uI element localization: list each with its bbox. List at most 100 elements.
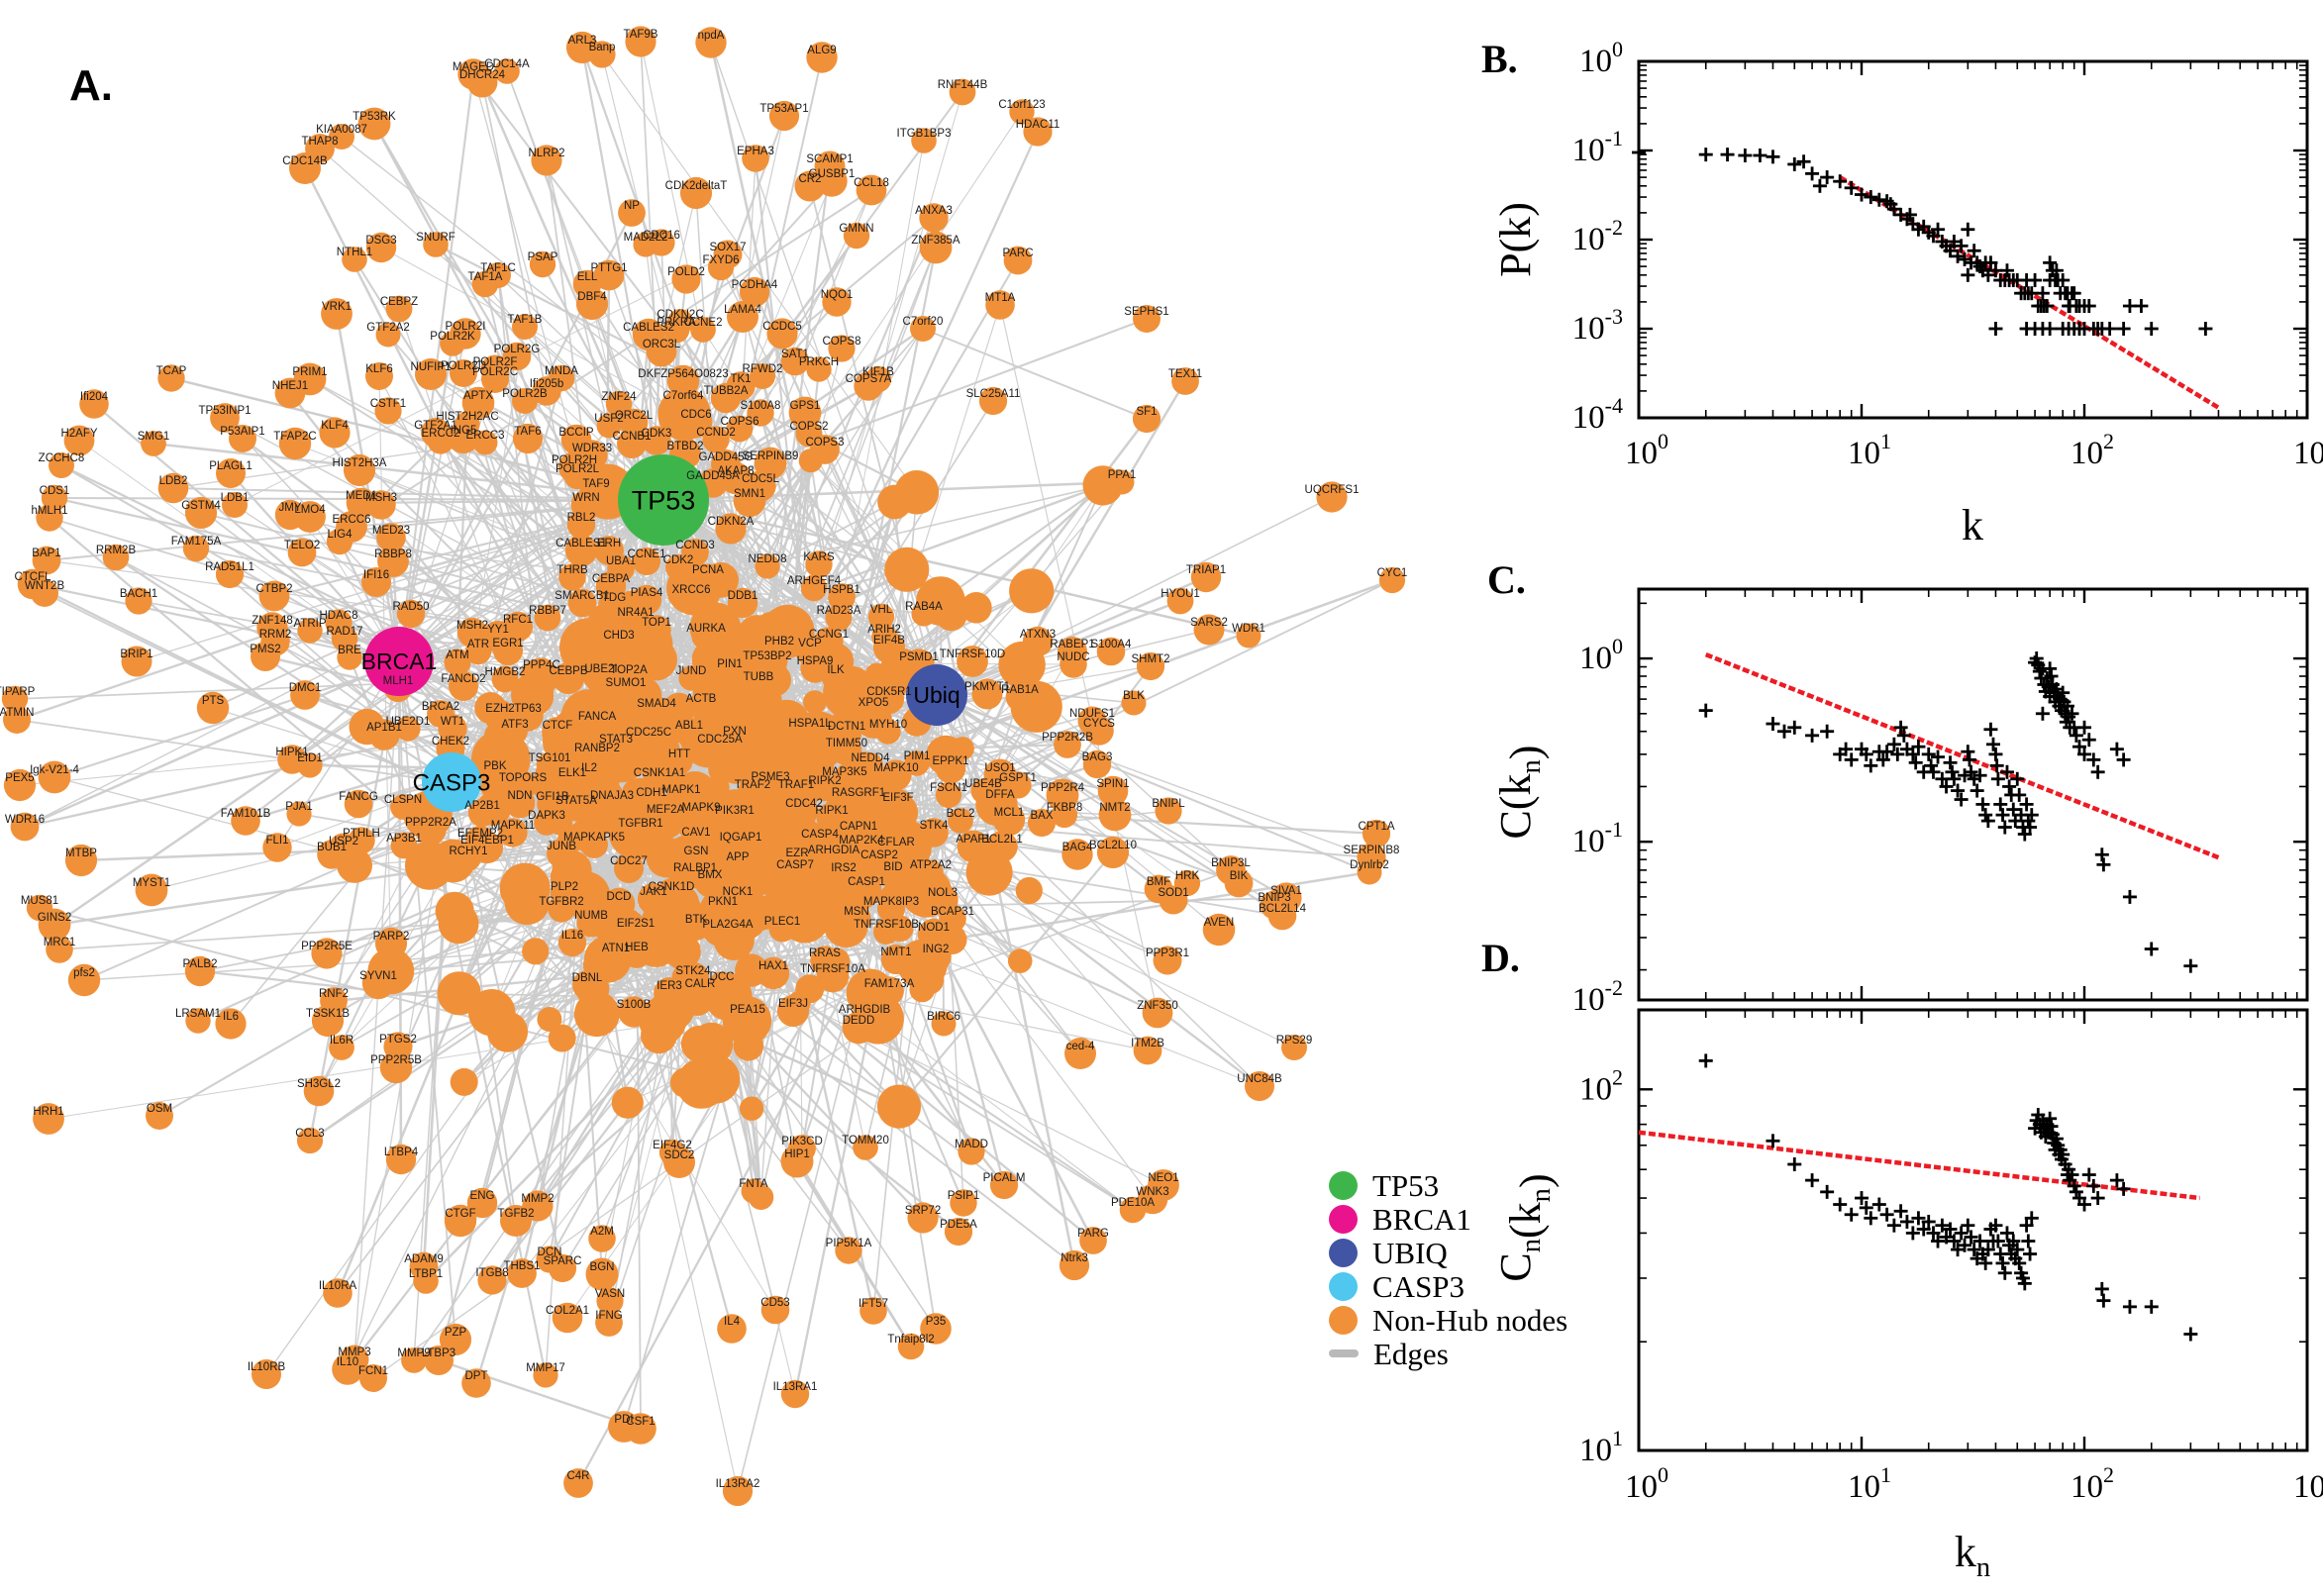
node-label: DAPK3 [528, 810, 565, 822]
node-label: TP53RK [353, 111, 396, 123]
node-label: ARHGDIA [808, 845, 860, 856]
network-node-WNK3 [1137, 1183, 1168, 1215]
node-label: FKBP8 [1047, 802, 1082, 814]
network-node-RBL2 [566, 510, 596, 540]
network-node-GINS2 [38, 908, 71, 942]
node-label: WDR1 [1232, 623, 1265, 635]
network-node-RBBP7 [534, 604, 561, 632]
node-label: SDC2 [664, 1149, 695, 1161]
node-label: PIK3R1 [715, 805, 755, 817]
network-node-LMO4 [294, 501, 326, 533]
legend-item-tp53: TP53 [1329, 1168, 1567, 1202]
node-label: THAP8 [301, 136, 338, 148]
network-node-CDC14B [289, 152, 321, 184]
hub-node-ubiq [906, 664, 967, 726]
network-node-KLF4 [319, 417, 351, 449]
node-label: RPS29 [1276, 1035, 1312, 1047]
node-label: BIRC6 [927, 1011, 960, 1023]
node-label: MYST1 [133, 877, 170, 889]
node-label: PKMYT1 [964, 681, 1010, 693]
node-label: Ifi204 [80, 391, 109, 403]
node-label: MED1 [346, 490, 377, 502]
network-node-APTX [461, 386, 495, 420]
node-label: NP [624, 200, 640, 212]
network-node-BTK [682, 913, 710, 941]
network-node-TUBB [744, 669, 773, 699]
network-node-ARHGEF4 [800, 574, 828, 602]
node-label: RASGRF1 [832, 787, 885, 799]
network-node-TIMM50 [831, 735, 862, 766]
node-label: COPS7A [846, 373, 892, 385]
node-label: BAG3 [1082, 751, 1113, 763]
node-label: HAX1 [758, 960, 788, 972]
node-label: CCL3 [295, 1128, 324, 1140]
network-edge [234, 253, 729, 506]
network-edge [398, 524, 582, 662]
network-node-COPS8 [828, 335, 856, 362]
node-label: NR4A1 [617, 607, 654, 619]
node-label: PSAP [528, 251, 558, 263]
network-node-CTBP2 [258, 580, 290, 612]
node-label: ZNF148 [252, 615, 293, 627]
node-label: TAF9B [624, 29, 658, 41]
plot-panel-d: 102101100101102103Cn(kn)kn [1491, 1008, 2323, 1583]
node-label: ILK [827, 664, 845, 676]
node-label: CASP4 [801, 829, 839, 841]
node-label: ERH [597, 538, 621, 549]
node-label: SEPHS1 [1124, 306, 1168, 318]
network-node-RCHY1 [455, 846, 481, 871]
network-node-PZP [439, 1323, 472, 1356]
node-label: C1orf123 [998, 99, 1045, 111]
network-node-C7orf20 [910, 316, 936, 342]
network-node-TFAP2C [278, 427, 312, 460]
network-node-PICALM [989, 1170, 1019, 1200]
network-node-PTS [196, 691, 230, 725]
network-node-TP53RK [357, 107, 391, 141]
node-label: CDC27 [610, 855, 648, 867]
network-node-SHMT2 [1136, 651, 1165, 681]
network-node-TAF6 [512, 423, 544, 454]
node-label: ING2 [923, 944, 950, 955]
network-node-BID [878, 859, 908, 889]
network-node-PRKRA [662, 316, 690, 344]
node-label: ATF3 [501, 719, 528, 731]
node-label: TGFBR2 [539, 896, 583, 908]
node-label: HRK [1175, 870, 1200, 882]
node-label: MAPKAPK5 [563, 832, 625, 844]
node-label: NMT2 [1099, 802, 1130, 814]
node-label: BID [883, 861, 902, 873]
node-label: Ntrk3 [1060, 1252, 1087, 1264]
node-label: PCDHA4 [732, 279, 778, 291]
node-label: MAPK11 [491, 820, 536, 832]
hub-node-casp3 [422, 752, 481, 812]
network-node-CTGF [444, 1204, 477, 1238]
node-label: EGR1 [492, 638, 523, 649]
network-node-POLR2C [481, 365, 509, 393]
network-node-SPIN1 [1097, 775, 1129, 807]
node-label: PPP2R5E [301, 941, 353, 952]
network-node-TNFRSF10D [957, 646, 988, 677]
network-node-NEDD4 [858, 752, 883, 778]
node-label: EZH2 [485, 703, 514, 715]
node-label: AP3B1 [386, 833, 422, 845]
axis-label: k [1962, 501, 1983, 549]
node-label: KARS [803, 551, 835, 563]
network-node-CHD3 [602, 626, 636, 659]
network-node-IL13RA2 [722, 1475, 754, 1507]
network-node-POLD2 [671, 264, 701, 294]
network-node-TGFBR2 [548, 895, 575, 923]
network-node-LTBP3 [424, 1346, 454, 1375]
network-node-WDR1 [1236, 623, 1262, 648]
network-node-KIAA0087 [329, 124, 354, 150]
network-node-SDC2 [663, 1147, 695, 1178]
node-label: DFFA [985, 789, 1015, 801]
node-label: STK4 [920, 820, 949, 832]
network-node-DHCR24 [466, 66, 498, 98]
network-node-TIPARP [1, 685, 29, 713]
network-filler-node [795, 974, 825, 1004]
node-label: XPO5 [858, 697, 889, 709]
node-label: NDUFS1 [1069, 708, 1115, 720]
node-label: MEF2A [647, 804, 685, 816]
node-label: TIPARP [0, 686, 36, 698]
network-node-C1orf123 [1009, 99, 1035, 125]
